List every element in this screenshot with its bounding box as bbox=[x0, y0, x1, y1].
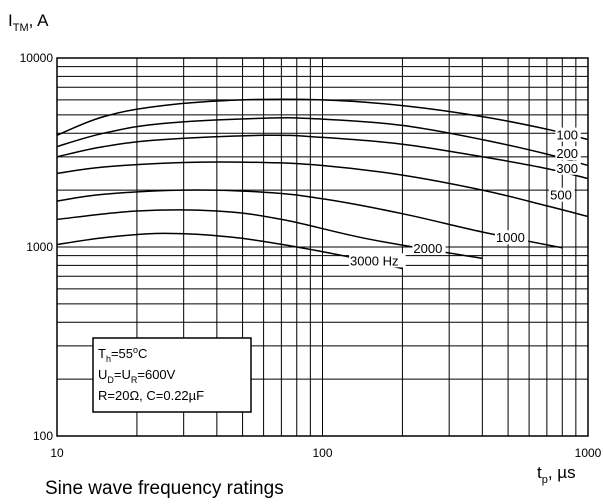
annotation-line: UD=UR=600V bbox=[98, 367, 176, 385]
series-line-100 bbox=[56, 98, 589, 141]
curve-label: 100 bbox=[556, 128, 578, 143]
annotation-box bbox=[92, 337, 252, 413]
curve-label: 200 bbox=[556, 146, 578, 161]
y-axis-label: ITM, A bbox=[8, 11, 49, 34]
annotation-line: Th=55oC bbox=[98, 345, 147, 364]
plot-frame bbox=[56, 57, 589, 437]
conditions-annotation: Th=55oC UD=UR=600V R=20Ω, C=0.22µF bbox=[92, 337, 252, 413]
x-axis-label: tp, µs bbox=[537, 463, 576, 486]
y-tick-label: 1000 bbox=[26, 240, 53, 254]
series-line-300 bbox=[56, 134, 589, 180]
series-line-1000 bbox=[56, 189, 563, 249]
curve-label-background bbox=[494, 230, 529, 245]
curve-label: 2000 bbox=[413, 241, 442, 256]
curve-label: 1000 bbox=[496, 230, 525, 245]
curve-label-background bbox=[549, 187, 575, 202]
curve-label: 300 bbox=[556, 161, 578, 176]
curve-label: 3000 Hz bbox=[350, 253, 398, 268]
y-tick-label: 10000 bbox=[20, 51, 54, 65]
curve-label-background bbox=[349, 253, 406, 268]
series-line-200 bbox=[56, 117, 589, 167]
axes: 100 1000 10000 10 100 1000 ITM, A tp, µs bbox=[8, 11, 602, 486]
curve-label-background bbox=[555, 160, 581, 175]
y-tick-label: 100 bbox=[33, 429, 53, 443]
x-tick-label: 10 bbox=[50, 446, 64, 460]
curve-label-background bbox=[412, 240, 446, 255]
x-tick-label: 100 bbox=[312, 446, 332, 460]
curve-label: 500 bbox=[550, 188, 572, 203]
figure-caption: Sine wave frequency ratings bbox=[45, 478, 284, 499]
curve-label-background bbox=[555, 127, 581, 142]
curve-label-background bbox=[555, 146, 581, 161]
annotation-line: R=20Ω, C=0.22µF bbox=[98, 388, 204, 403]
series-line-2000 bbox=[56, 209, 483, 260]
x-tick-label: 1000 bbox=[575, 446, 602, 460]
series-line-500 bbox=[56, 161, 589, 218]
